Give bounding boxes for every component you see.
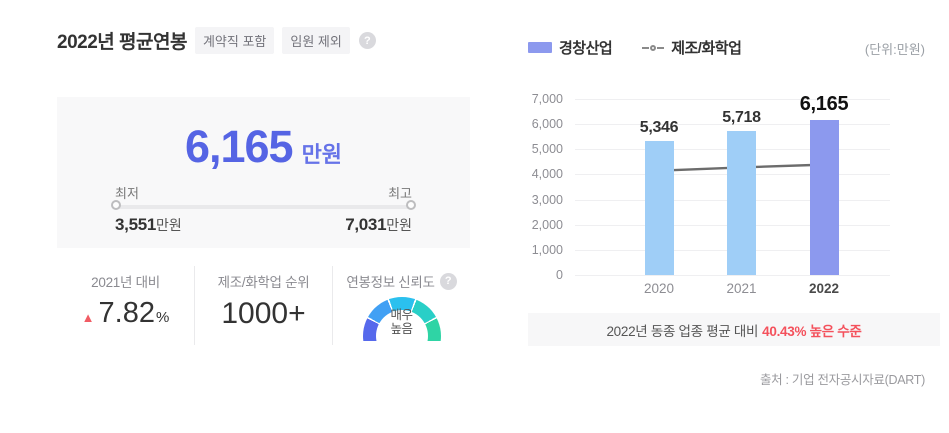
bar-2022[interactable] <box>809 120 839 275</box>
legend-line-marker-icon <box>642 44 665 51</box>
legend-line-name[interactable]: 제조/화학업 <box>671 40 742 57</box>
y-tick-label: 6,000 <box>531 117 563 132</box>
y-tick-label: 3,000 <box>531 192 563 207</box>
rank-label: 제조/화학업 순위 <box>217 275 310 290</box>
bar-2021[interactable] <box>727 131 756 275</box>
bar-value-label: 5,718 <box>722 109 761 127</box>
salary-summary-panel: 6,165 만원 최저 최고 3,551만원 7,031만원 <box>57 97 470 248</box>
gridline <box>575 99 890 100</box>
gridline <box>575 124 890 126</box>
trust-label-row: 연봉정보 신뢰도 ? <box>333 271 470 291</box>
max-salary-value: 7,031 <box>345 215 387 234</box>
yoy-percent: 7.82 <box>98 297 155 329</box>
yoy-percent-unit: % <box>155 309 170 326</box>
max-salary: 7,031만원 <box>345 215 412 235</box>
badge-contract-included: 계약직 포함 <box>194 27 275 54</box>
salary-range-slider <box>111 200 416 210</box>
bar-value-label: 5,346 <box>639 118 679 136</box>
slider-handle-min[interactable] <box>111 200 121 210</box>
y-tick-label: 0 <box>556 268 563 282</box>
plot-area: 5,346 5,718 6,165 <box>575 93 890 276</box>
max-salary-unit: 만원 <box>386 217 412 233</box>
x-tick-label-2021: 2021 <box>726 281 757 296</box>
comparison-banner: 2022년 동종 업종 평균 대비 40.43% 높은 수준 <box>528 313 940 346</box>
page-title: 2022년 평균연봉 <box>57 32 187 53</box>
chart-unit-label: (단위:만원) <box>864 42 925 57</box>
source-note: 출처 : 기업 전자공시자료(DART) <box>759 373 925 387</box>
min-salary: 3,551만원 <box>115 215 182 235</box>
trust-level-line2: 높음 <box>390 322 413 337</box>
min-label: 최저 <box>115 186 139 201</box>
x-axis-labels: 2020 2021 2022 <box>575 281 890 299</box>
min-salary-value: 3,551 <box>115 215 157 234</box>
x-tick-label-2020: 2020 <box>643 281 675 296</box>
gridline <box>575 275 890 276</box>
card-industry-rank: 제조/화학업 순위 1000+ <box>194 266 332 345</box>
average-salary: 6,165 만원 <box>57 121 470 173</box>
header: 2022년 평균연봉 계약직 포함 임원 제외 ? <box>57 27 376 54</box>
help-icon[interactable]: ? <box>358 32 376 49</box>
up-triangle-icon: ▲ <box>81 310 95 325</box>
y-tick-label: 7,000 <box>531 92 563 106</box>
yoy-value: ▲ 7.82 % <box>57 297 194 330</box>
x-tick-label-2022: 2022 <box>808 281 840 296</box>
trust-label: 연봉정보 신뢰도 <box>346 275 435 290</box>
bar-2020[interactable] <box>644 140 674 275</box>
y-axis-labels: 7,000 6,000 5,000 4,000 3,000 2,000 1,000 0 <box>511 92 563 282</box>
slider-handle-max[interactable] <box>406 200 416 210</box>
stat-cards: 2021년 대비 ▲ 7.82 % 제조/화학업 순위 1000+ 연봉정보 신… <box>57 266 470 345</box>
salary-amount-unit: 만원 <box>301 142 343 167</box>
badge-executives-excluded: 임원 제외 <box>282 27 350 54</box>
trust-help-icon[interactable]: ? <box>439 272 457 290</box>
salary-range-labels: 최저 최고 <box>115 183 412 202</box>
legend-bar-name[interactable]: 경창산업 <box>559 40 613 57</box>
trust-gauge: 매우 높음 <box>362 297 441 341</box>
min-salary-unit: 만원 <box>156 217 182 233</box>
trust-gauge-text: 매우 높음 <box>363 308 441 337</box>
y-tick-label: 1,000 <box>531 242 563 257</box>
y-tick-label: 2,000 <box>531 217 563 232</box>
banner-prefix: 2022년 동종 업종 평균 대비 <box>606 323 759 339</box>
salary-amount: 6,165 <box>184 121 294 172</box>
max-label: 최고 <box>388 186 412 201</box>
yoy-label: 2021년 대비 <box>91 275 160 290</box>
legend-bar-swatch <box>528 42 552 53</box>
card-trust-level: 연봉정보 신뢰도 ? 매우 높음 <box>332 266 470 345</box>
y-tick-label: 5,000 <box>531 142 563 157</box>
chart-legend: 경창산업 제조/화학업 <box>528 37 742 58</box>
y-tick-label: 4,000 <box>531 167 563 182</box>
banner-highlight: 40.43% 높은 수준 <box>762 323 862 339</box>
salary-range-values: 3,551만원 7,031만원 <box>115 215 412 235</box>
card-yoy-change: 2021년 대비 ▲ 7.82 % <box>57 266 194 345</box>
rank-value: 1000+ <box>221 297 306 330</box>
bar-value-label: 6,165 <box>799 93 849 115</box>
trust-level-line1: 매우 <box>390 308 413 322</box>
